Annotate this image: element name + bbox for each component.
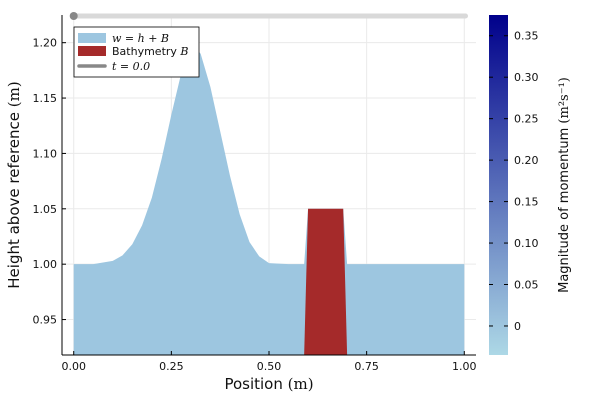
colorbar-tick-label: 0 [514, 320, 521, 333]
colorbar-label: Magnitude of momentum (m²s⁻¹) [557, 77, 572, 293]
x-axis-label-text: Position [224, 375, 282, 393]
y-tick-label: 1.15 [33, 92, 58, 105]
x-axis-label-unit: (m) [288, 375, 314, 393]
legend-swatch-water [78, 33, 106, 43]
x-ticks: 0.00 0.25 0.50 0.75 1.00 [61, 351, 477, 373]
y-ticks: 0.95 1.00 1.05 1.10 1.15 1.20 [33, 37, 66, 327]
colorbar-tick-label: 0.05 [514, 279, 539, 292]
y-tick-label: 1.05 [33, 203, 58, 216]
legend-bathymetry-symbol: B [179, 45, 188, 58]
legend-label-water: w = h + B [112, 32, 169, 45]
x-tick-label: 1.00 [452, 360, 477, 373]
colorbar-ticks: 0 0.05 0.10 0.15 0.20 0.25 0.30 0.35 [489, 30, 539, 333]
colorbar-label-text: Magnitude of momentum [557, 128, 572, 293]
colorbar: 0 0.05 0.10 0.15 0.20 0.25 0.30 0.35 Magnitude … [489, 15, 572, 355]
colorbar-tick-label: 0.10 [514, 237, 539, 250]
legend-label-time: t = 0.0 [112, 60, 150, 73]
plot-area: 0.00 0.25 0.50 0.75 1.00 0.95 1.00 1.05 1.10 1.1… [33, 12, 477, 373]
legend-label-bathymetry: Bathymetry B [112, 45, 189, 58]
x-tick-label: 0.25 [159, 360, 184, 373]
legend-swatch-bathymetry [78, 46, 106, 56]
x-tick-label: 0.50 [257, 360, 282, 373]
series-layer [73, 42, 465, 355]
y-tick-label: 1.10 [33, 147, 58, 160]
x-tick-label: 0.75 [354, 360, 379, 373]
colorbar-label-unit: (m²s⁻¹) [557, 77, 572, 123]
x-tick-label: 0.00 [61, 360, 86, 373]
y-axis-label-text: Height above reference [5, 112, 23, 289]
colorbar-tick-label: 0.20 [514, 154, 539, 167]
x-axis-label: Position (m) [224, 375, 313, 393]
legend-bathymetry-text: Bathymetry [112, 45, 177, 58]
colorbar-tick-label: 0.30 [514, 71, 539, 84]
y-tick-label: 1.00 [33, 258, 58, 271]
water-surface-area [73, 42, 465, 355]
colorbar-tick-label: 0.35 [514, 30, 539, 43]
bathymetry-area [304, 208, 348, 355]
y-tick-label: 0.95 [33, 314, 58, 327]
time-slider-handle[interactable] [69, 12, 78, 20]
colorbar-tick-label: 0.15 [514, 196, 539, 209]
y-axis-label-unit: (m) [5, 81, 23, 107]
y-axis-label: Height above reference (m) [5, 81, 23, 288]
colorbar-tick-label: 0.25 [514, 113, 539, 126]
colorbar-gradient [489, 15, 508, 355]
y-tick-label: 1.20 [33, 37, 58, 50]
legend: w = h + B Bathymetry B t = 0.0 [73, 26, 200, 78]
